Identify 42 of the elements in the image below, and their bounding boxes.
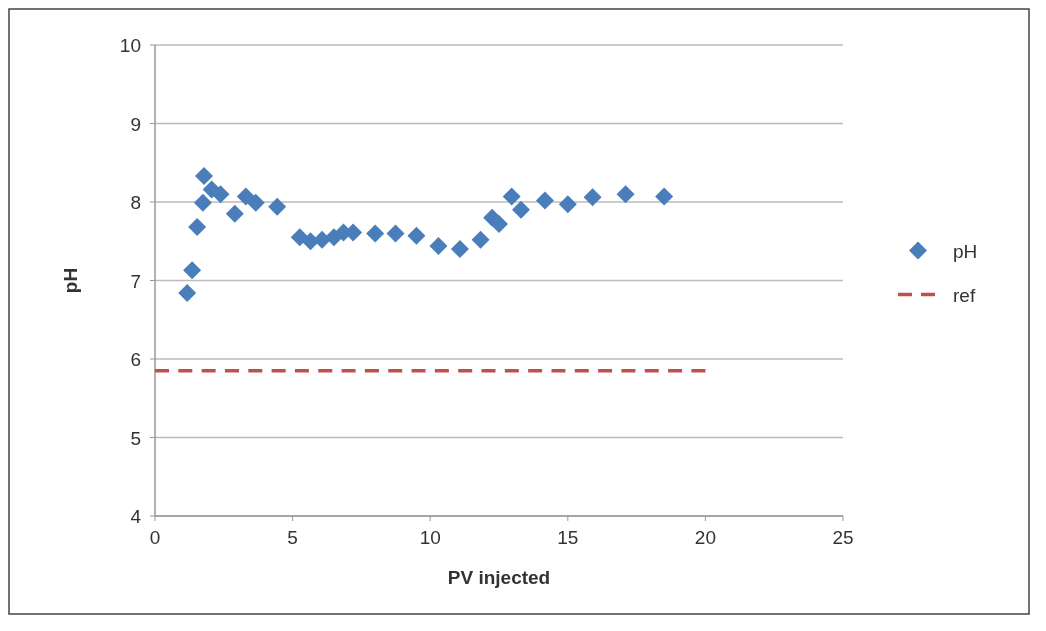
point: [366, 224, 385, 243]
y-axis-title: pH: [60, 267, 81, 294]
x-tick-label: 20: [694, 527, 716, 548]
point: [236, 187, 255, 206]
x-tick-label: 15: [557, 527, 579, 548]
point: [535, 191, 554, 210]
point: [211, 185, 230, 204]
point: [407, 226, 426, 245]
point: [490, 214, 508, 233]
point: [450, 240, 469, 259]
point: [616, 185, 635, 204]
point: [268, 197, 287, 216]
x-tick-label: 0: [149, 527, 161, 548]
point: [183, 261, 202, 280]
y-tick-label: 9: [130, 113, 141, 135]
point: [558, 195, 577, 214]
point: [246, 193, 265, 212]
point: [225, 204, 244, 223]
y-tick-label: 8: [130, 192, 141, 213]
point: [178, 284, 197, 303]
point: [429, 236, 448, 255]
point: [313, 230, 332, 249]
legend-label: ref: [953, 284, 976, 306]
x-tick-label: 25: [832, 527, 854, 548]
point: [655, 187, 674, 206]
y-tick-label: 10: [119, 35, 141, 56]
point: [188, 218, 207, 237]
point: [193, 193, 212, 212]
point: [386, 224, 405, 243]
y-tick-label: 4: [130, 506, 142, 527]
y-tick-label: 6: [130, 349, 141, 370]
point: [471, 230, 490, 249]
legend-label: pH: [953, 240, 978, 262]
point: [583, 188, 602, 207]
point: [512, 200, 531, 219]
x-axis-title: PV injected: [447, 567, 551, 588]
x-tick-label: 5: [287, 527, 298, 548]
y-tick-label: 5: [130, 427, 141, 449]
point: [502, 187, 521, 206]
point: [194, 167, 213, 186]
y-tick-label: 7: [130, 270, 141, 292]
x-tick-label: 10: [419, 527, 441, 548]
